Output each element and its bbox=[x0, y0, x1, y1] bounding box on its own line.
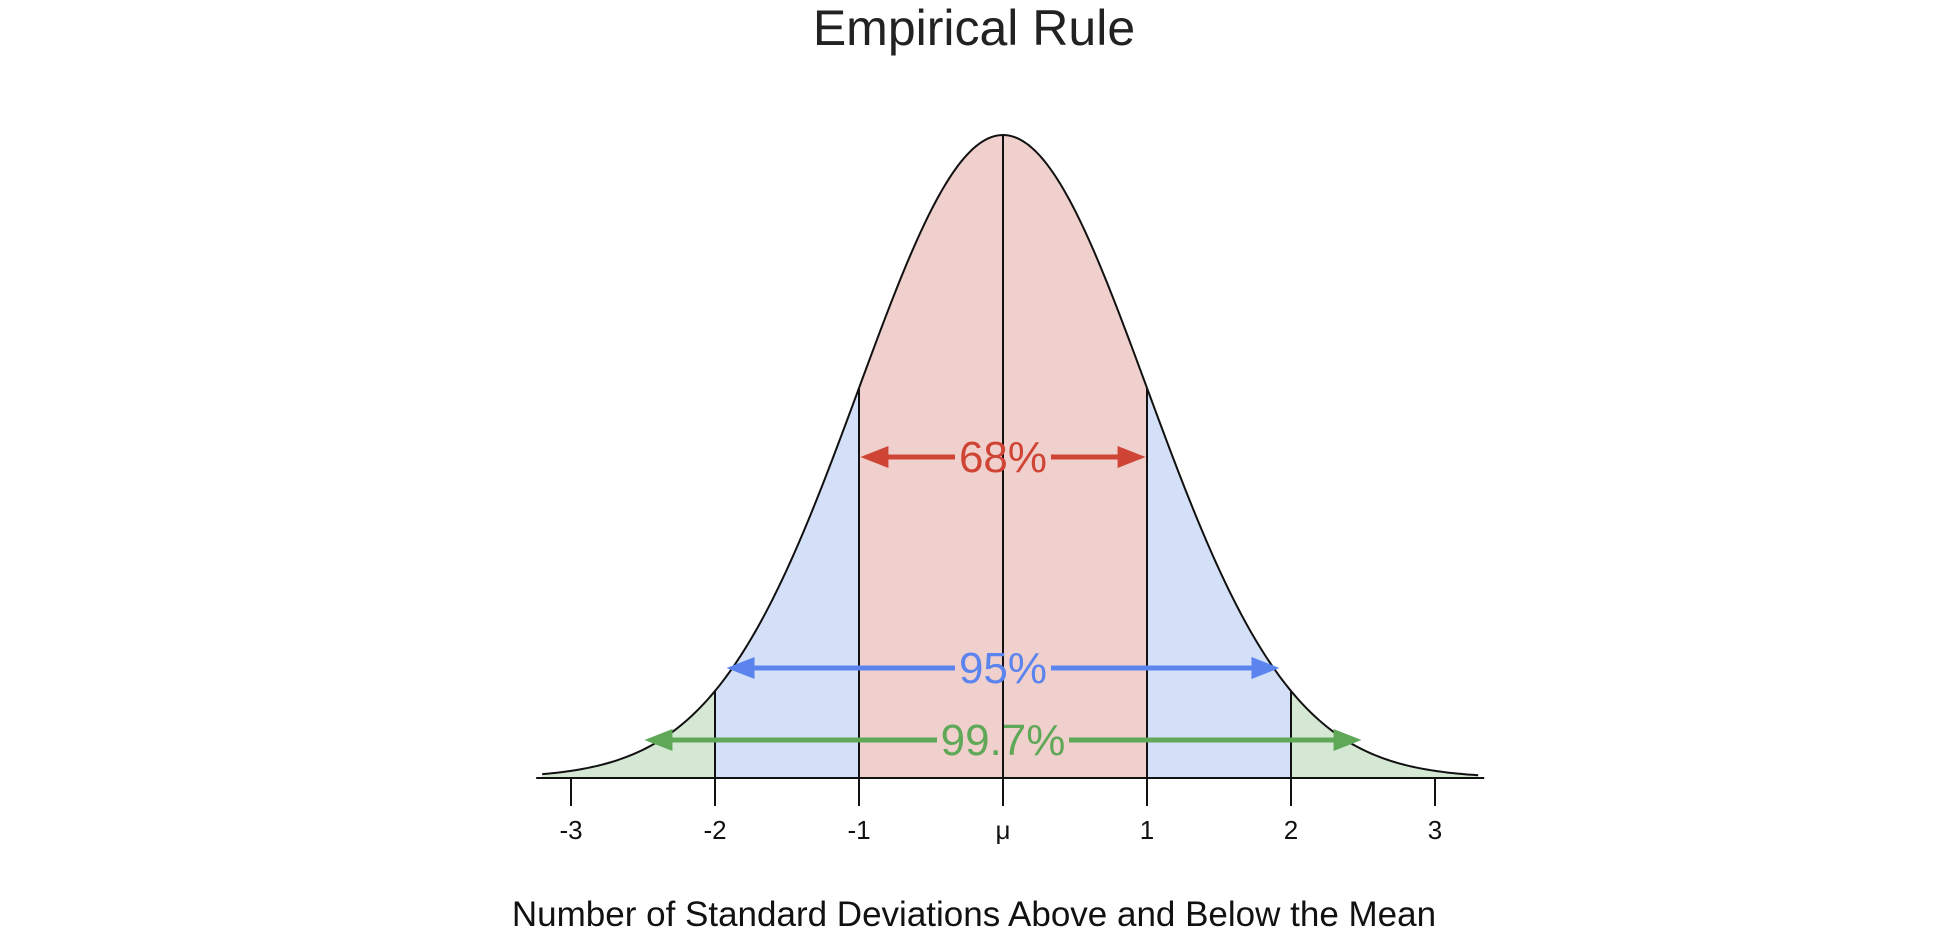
x-tick-label-2: -1 bbox=[847, 815, 870, 845]
x-tick-label-6: 3 bbox=[1428, 815, 1442, 845]
x-tick-label-3: μ bbox=[996, 815, 1011, 845]
arrow-head-left-1 bbox=[726, 657, 755, 679]
arrow-group-2: 99.7% bbox=[644, 716, 1362, 765]
arrow-group-0: 68% bbox=[860, 433, 1146, 482]
percent-label-2: 99.7% bbox=[941, 716, 1066, 765]
arrow-head-right-0 bbox=[1117, 446, 1146, 468]
x-tick-label-0: -3 bbox=[559, 815, 582, 845]
arrow-head-left-0 bbox=[860, 446, 889, 468]
arrow-group-1: 95% bbox=[726, 644, 1280, 693]
bell-curve bbox=[542, 134, 1479, 777]
arrow-head-right-1 bbox=[1251, 657, 1280, 679]
x-tick-label-4: 1 bbox=[1140, 815, 1154, 845]
arrow-head-left-2 bbox=[644, 729, 673, 751]
percent-label-0: 68% bbox=[959, 433, 1047, 482]
chart-title: Empirical Rule bbox=[812, 0, 1136, 56]
dividers-layer bbox=[714, 135, 1292, 778]
x-axis-label: Number of Standard Deviations Above and … bbox=[511, 895, 1437, 934]
x-tick-label-5: 2 bbox=[1284, 815, 1298, 845]
x-tick-label-1: -2 bbox=[703, 815, 726, 845]
curve-layer bbox=[542, 134, 1479, 777]
percent-label-1: 95% bbox=[959, 644, 1047, 693]
arrow-head-right-2 bbox=[1333, 729, 1362, 751]
arrows-layer: 68% 95% 99.7% bbox=[644, 433, 1362, 765]
ticks-layer: -3 -2 -1 μ 1 2 3 bbox=[536, 777, 1485, 845]
